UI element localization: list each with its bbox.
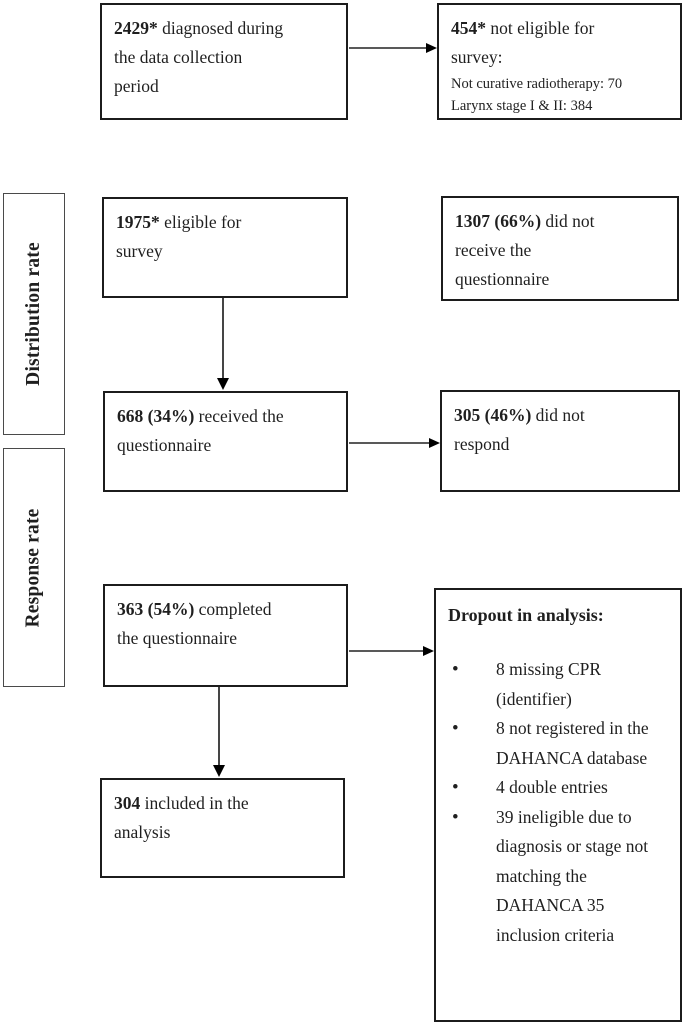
dropout-item-ineligible: 39 ineligible due to diagnosis or stage … [448,803,668,951]
arrow-eligible-to-received [217,298,229,390]
box-included-text: 304 included in the analysis [114,793,249,842]
arrow-line [349,441,429,444]
dropout-item-not-registered: 8 not registered in the DAHANCA database [448,714,668,773]
box-eligible-for-survey: 1975* eligible for survey [102,197,348,298]
dropout-bullet-list: 8 missing CPR (identifier) 8 not registe… [448,655,668,950]
completed-count: 363 (54%) [117,599,195,619]
arrowhead-right-icon [426,42,437,53]
side-label-response-rate-text: Response rate [23,507,45,628]
dropout-item-double-entries: 4 double entries [448,773,668,803]
box-eligible-text: 1975* eligible for survey [116,212,242,261]
detail-not-curative: Not curative radiotherapy: 70 [451,76,623,92]
eligible-count: 1975* [116,212,160,232]
box-did-not-receive-questionnaire: 1307 (66%) did not receive the questionn… [441,196,679,301]
arrow-line [218,687,220,765]
received-count: 668 (34%) [117,406,195,426]
box-not-eligible-text: 454* not eligible for survey: [451,18,595,67]
arrowhead-right-icon [429,437,440,448]
side-label-distribution-rate: Distribution rate [3,193,65,435]
box-not-respond-text: 305 (46%) did not respond [454,405,585,454]
arrow-line [349,649,423,652]
box-dropout-in-analysis: Dropout in analysis: 8 missing CPR (iden… [434,588,682,1022]
box-did-not-respond: 305 (46%) did not respond [440,390,680,492]
dropout-title: Dropout in analysis: [448,605,604,625]
not-respond-count: 305 (46%) [454,405,532,425]
box-completed-questionnaire: 363 (54%) completed the questionnaire [103,584,348,687]
box-diagnosed-during-collection: 2429* diagnosed during the data collecti… [100,3,348,120]
side-label-distribution-rate-text: Distribution rate [23,242,44,386]
box-not-received-text: 1307 (66%) did not receive the questionn… [455,211,595,289]
arrow-completed-to-dropout [349,645,434,656]
arrow-line [349,46,426,49]
arrow-diagnosed-to-not-eligible [349,42,437,53]
arrow-completed-to-included [213,687,225,777]
arrowhead-down-icon [217,378,229,390]
dropout-item-missing-cpr: 8 missing CPR (identifier) [448,655,668,714]
not-eligible-detail-lines: Not curative radiotherapy: 70 Larynx sta… [451,74,668,117]
arrowhead-down-icon [213,765,225,777]
arrow-received-to-did-not-respond [349,437,440,448]
not-received-count: 1307 (66%) [455,211,542,231]
box-received-questionnaire: 668 (34%) received the questionnaire [103,391,348,492]
not-eligible-count: 454* [451,18,486,38]
arrow-line [222,298,224,378]
box-diagnosed-text: 2429* diagnosed during the data collecti… [114,18,284,96]
included-count: 304 [114,793,141,813]
box-included-in-analysis: 304 included in the analysis [100,778,345,878]
arrowhead-right-icon [423,645,434,656]
box-completed-text: 363 (54%) completed the questionnaire [117,599,272,648]
diagnosed-count: 2429* [114,18,158,38]
box-not-eligible-for-survey: 454* not eligible for survey: Not curati… [437,3,682,120]
side-label-response-rate: Response rate [3,448,65,687]
box-received-text: 668 (34%) received the questionnaire [117,406,284,455]
detail-larynx-stage: Larynx stage I & II: 384 [451,97,593,114]
